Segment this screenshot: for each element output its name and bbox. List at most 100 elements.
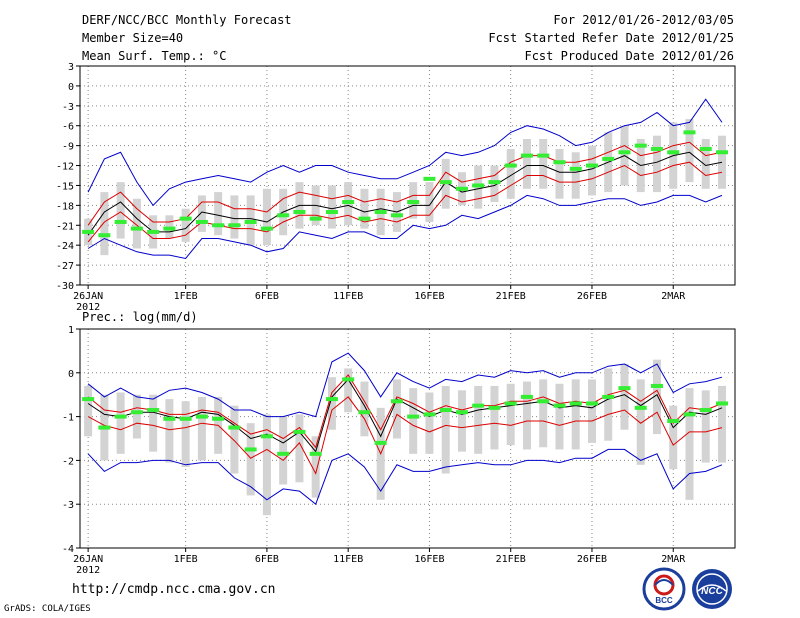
ensemble-bar bbox=[116, 392, 125, 454]
source-url[interactable]: http://cmdp.ncc.cma.gov.cn bbox=[72, 582, 276, 597]
lower-envelope-line bbox=[87, 194, 723, 260]
observed-marker bbox=[212, 223, 225, 228]
x-tick-label: 2MAR bbox=[661, 554, 686, 565]
observed-marker bbox=[147, 408, 160, 413]
observed-marker bbox=[325, 210, 338, 214]
ensemble-bar bbox=[409, 388, 418, 454]
y-tick-label: -2 bbox=[62, 456, 74, 467]
observed-marker bbox=[423, 176, 436, 181]
x-tick-label: 2MAR bbox=[661, 291, 686, 302]
upper-spread-line bbox=[87, 374, 723, 449]
forecast-period: For 2012/01/26-2012/03/05 bbox=[553, 13, 734, 27]
ensemble-bar bbox=[392, 379, 401, 439]
chart-title: DERF/NCC/BCC Monthly Forecast bbox=[82, 13, 292, 27]
ensemble-bar bbox=[587, 379, 596, 443]
ensemble-bar bbox=[522, 381, 531, 450]
ensemble-bar bbox=[246, 423, 255, 496]
x-tick-label: 26JAN bbox=[73, 291, 103, 302]
upper-spread-line bbox=[87, 141, 723, 226]
observed-marker bbox=[602, 394, 615, 399]
ensemble-bar bbox=[636, 379, 645, 465]
observed-marker bbox=[309, 451, 322, 456]
observed-marker bbox=[537, 399, 550, 404]
ensemble-bar bbox=[197, 396, 206, 461]
plot-frame bbox=[79, 65, 736, 286]
observed-marker bbox=[439, 180, 452, 185]
observed-marker bbox=[520, 394, 533, 399]
x-tick-label: 11FEB bbox=[333, 291, 363, 302]
observed-marker bbox=[195, 414, 208, 419]
observed-marker bbox=[618, 386, 631, 391]
x-tick-label: 11FEB bbox=[333, 554, 363, 565]
x-tick-label: 6FEB bbox=[255, 554, 279, 565]
observed-marker bbox=[228, 425, 241, 430]
ensemble-bar bbox=[262, 188, 271, 246]
observed-marker bbox=[179, 416, 192, 421]
observed-marker bbox=[472, 183, 485, 188]
ensemble-bar bbox=[262, 414, 271, 516]
grads-credit: GrADS: COLA/IGES bbox=[4, 604, 91, 614]
ensemble-bar bbox=[652, 359, 661, 435]
observed-marker bbox=[163, 416, 176, 421]
y-tick-label: -9 bbox=[62, 142, 74, 153]
ensemble-bar bbox=[279, 416, 288, 485]
observed-marker bbox=[504, 163, 517, 168]
y-tick-label: -15 bbox=[56, 181, 74, 192]
observed-marker bbox=[195, 219, 208, 224]
observed-marker bbox=[683, 130, 696, 135]
observed-marker bbox=[650, 146, 663, 151]
ensemble-bar bbox=[490, 385, 499, 450]
ensemble-bar bbox=[132, 198, 141, 249]
x-tick-year-label: 2012 bbox=[76, 302, 100, 313]
ensemble-bar bbox=[425, 182, 434, 222]
observed-marker bbox=[130, 410, 143, 415]
observed-marker bbox=[82, 229, 95, 234]
x-tick-label: 1FEB bbox=[174, 291, 198, 302]
observed-marker bbox=[228, 223, 241, 228]
observed-marker bbox=[504, 401, 517, 406]
ensemble-bar bbox=[506, 383, 515, 446]
x-tick-year-label: 2012 bbox=[76, 565, 100, 576]
y-tick-label: -6 bbox=[62, 122, 74, 133]
observed-marker bbox=[439, 408, 452, 413]
ensemble-bar bbox=[457, 390, 466, 452]
x-tick-label: 1FEB bbox=[174, 554, 198, 565]
ensemble-bar bbox=[539, 139, 548, 189]
upper-envelope-line bbox=[87, 352, 723, 418]
observed-marker bbox=[488, 180, 501, 185]
prec-variable-label: Prec.: log(mm/d) bbox=[82, 310, 198, 324]
lower-spread-line bbox=[87, 161, 723, 243]
observed-marker bbox=[244, 447, 257, 452]
observed-marker bbox=[277, 213, 290, 218]
observed-marker bbox=[553, 403, 566, 408]
ensemble-bar bbox=[425, 392, 434, 454]
observed-marker bbox=[585, 163, 598, 168]
observed-marker bbox=[537, 153, 550, 158]
ensemble-bar bbox=[116, 182, 125, 239]
ensemble-bar bbox=[652, 135, 661, 193]
lower-envelope-line bbox=[87, 448, 723, 506]
y-tick-label: 0 bbox=[68, 369, 74, 380]
observed-marker bbox=[244, 219, 257, 224]
observed-marker bbox=[260, 226, 273, 231]
x-tick-label: 6FEB bbox=[255, 291, 279, 302]
fcst-produced-date: Fcst Produced Date 2012/01/26 bbox=[524, 49, 734, 63]
ensemble-bar bbox=[344, 368, 353, 413]
variable-label: Mean Surf. Temp.: °C bbox=[82, 49, 227, 63]
observed-marker bbox=[325, 397, 338, 402]
ensemble-bar bbox=[571, 152, 580, 199]
observed-marker bbox=[390, 399, 403, 404]
observed-marker bbox=[130, 226, 143, 231]
ensemble-bar bbox=[214, 192, 223, 236]
y-tick-label: -3 bbox=[62, 500, 74, 511]
y-tick-label: -27 bbox=[56, 261, 74, 272]
ensemble-bar bbox=[587, 145, 596, 196]
upper-envelope-line bbox=[87, 98, 723, 207]
observed-marker bbox=[715, 401, 728, 406]
ensemble-bar bbox=[522, 139, 531, 189]
observed-marker bbox=[569, 166, 582, 171]
ensemble-bar bbox=[620, 364, 629, 430]
observed-marker bbox=[212, 416, 225, 421]
plot-frame bbox=[79, 328, 736, 549]
